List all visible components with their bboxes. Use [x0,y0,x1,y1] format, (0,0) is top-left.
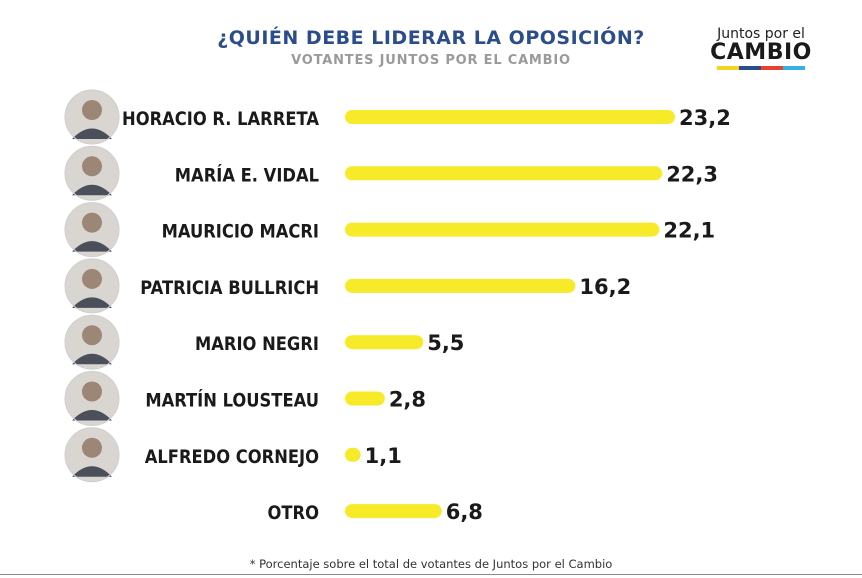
avatar-head [82,100,102,120]
avatar-head [82,212,102,233]
category-label: ALFREDO CORNEJO [145,447,319,468]
logo-top-text: Juntos por el [717,26,805,42]
value-label: 16,2 [579,275,631,299]
bar [345,447,361,462]
category-label: OTRO [268,503,319,524]
chart-subtitle: VOTANTES JUNTOS POR EL CAMBIO [291,53,571,68]
value-label: 22,1 [663,219,715,243]
chart-title: ¿QUIÉN DEBE LIDERAR LA OPOSICIÓN? [217,27,645,49]
avatar-body [72,466,112,477]
avatar-ring [64,314,120,370]
bar [345,278,576,293]
category-label: MAURICIO MACRI [162,222,319,243]
avatar-head [82,325,102,346]
bar [345,166,663,181]
bar [345,335,424,350]
avatar-body [72,353,112,365]
value-label: 2,8 [389,388,426,412]
avatar-body [72,128,112,139]
value-label: 6,8 [446,500,483,524]
person-photo-icon [64,89,120,145]
logo-stripe-segment [783,66,805,70]
category-label: MARIO NEGRI [195,334,319,355]
logo-stripe-segment [717,66,739,70]
person-photo-icon [64,314,120,370]
avatar-head [82,156,102,177]
juntos-por-el-cambio-logo: Juntos por el CAMBIO [706,26,816,70]
bar [345,222,660,237]
value-label: 23,2 [679,106,731,130]
footnote: * Porcentaje sobre el total de votantes … [249,557,613,571]
person-photo-icon [64,427,120,483]
avatar-body [72,184,112,196]
avatar-head [82,381,102,402]
bar [345,110,675,124]
logo-stripe-segment [739,66,761,70]
avatar-body [72,410,112,421]
avatar-body [72,297,112,308]
avatar-ring [64,202,120,258]
avatar-head [82,268,102,289]
avatar-ring [64,145,120,201]
avatar-ring [64,258,120,314]
category-label: MARÍA E. VIDAL [175,163,319,187]
avatar-ring [64,89,120,145]
category-label: MARTÍN LOUSTEAU [145,388,319,412]
avatar-head [82,437,102,458]
value-label: 22,3 [666,162,718,186]
person-photo-icon [64,258,120,314]
logo-color-stripe [717,66,805,70]
category-label: HORACIO R. LARRETA [122,109,319,130]
category-label: PATRICIA BULLRICH [140,278,319,299]
person-photo-icon [64,371,120,426]
value-label: 1,1 [365,444,402,468]
logo-stripe-segment [761,66,783,70]
value-label: 5,5 [427,331,464,355]
bottom-divider [0,574,862,575]
person-photo-icon [64,145,120,201]
person-photo-icon [64,202,120,258]
bar [345,391,385,406]
bar [345,504,442,519]
avatar-body [72,241,112,252]
avatar-ring [64,371,120,426]
avatar-ring [64,427,120,483]
logo-main-text: CAMBIO [710,40,812,65]
